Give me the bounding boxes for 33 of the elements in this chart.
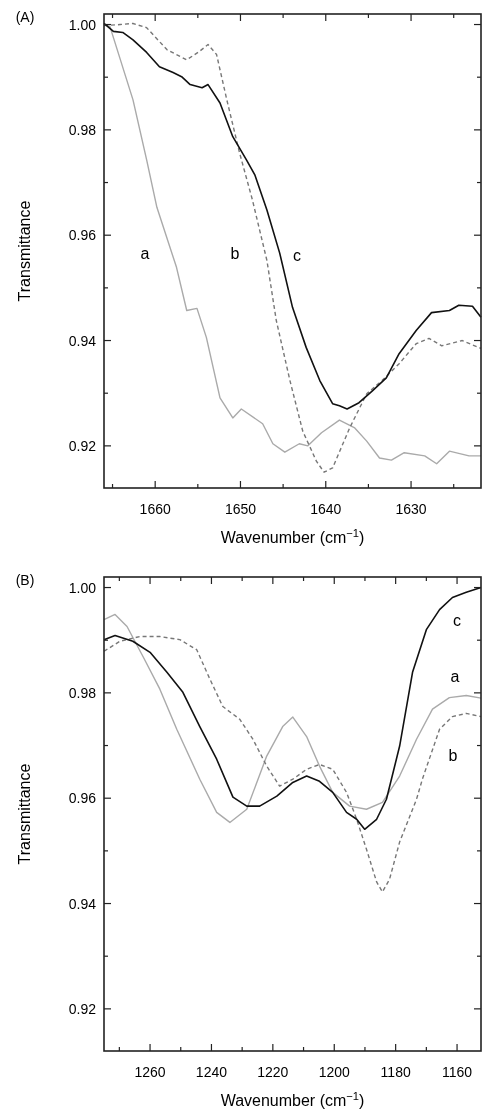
y-tick-label: 0.98 xyxy=(68,121,97,138)
y-tick-label: 0.94 xyxy=(68,332,97,349)
y-tick-label: 1.00 xyxy=(68,16,97,33)
x-tick-label: 1640 xyxy=(310,501,342,517)
series-label: a xyxy=(450,668,460,686)
y-tick-label: 0.96 xyxy=(68,227,97,244)
x-axis-title: Wavenumber (cm$^{−1}$) xyxy=(220,1090,365,1109)
x-tick-label: 1630 xyxy=(395,501,427,517)
x-tick-label: 1180 xyxy=(380,1064,411,1080)
series-label: c xyxy=(293,247,301,265)
series-label: b xyxy=(448,747,458,765)
series-label: c xyxy=(453,612,461,630)
chart-title: (A) xyxy=(15,9,35,25)
series-label: a xyxy=(140,245,150,263)
line-series xyxy=(103,635,482,893)
x-tick-label: 1200 xyxy=(318,1064,351,1080)
y-tick-label: 0.92 xyxy=(68,1000,97,1017)
y-axis-title: Transmittance xyxy=(16,763,33,865)
x-tick-label: 1240 xyxy=(195,1064,228,1080)
y-tick-label: 0.98 xyxy=(68,684,97,701)
x-tick-label: 1260 xyxy=(134,1064,166,1080)
y-tick-label: 0.92 xyxy=(68,437,97,454)
series-label: b xyxy=(230,245,240,263)
y-tick-label: 0.96 xyxy=(68,790,97,807)
x-axis-title: Wavenumber (cm$^{−1}$) xyxy=(220,527,365,546)
x-tick-label: 1650 xyxy=(224,501,257,517)
y-axis-title: Transmittance xyxy=(16,200,33,302)
x-tick-label: 1220 xyxy=(257,1064,289,1080)
y-tick-label: 0.94 xyxy=(68,895,97,912)
x-tick-label: 1660 xyxy=(139,501,171,517)
chart-title: (B) xyxy=(15,572,35,588)
x-tick-label: 1160 xyxy=(442,1064,473,1080)
y-tick-label: 1.00 xyxy=(68,579,97,596)
